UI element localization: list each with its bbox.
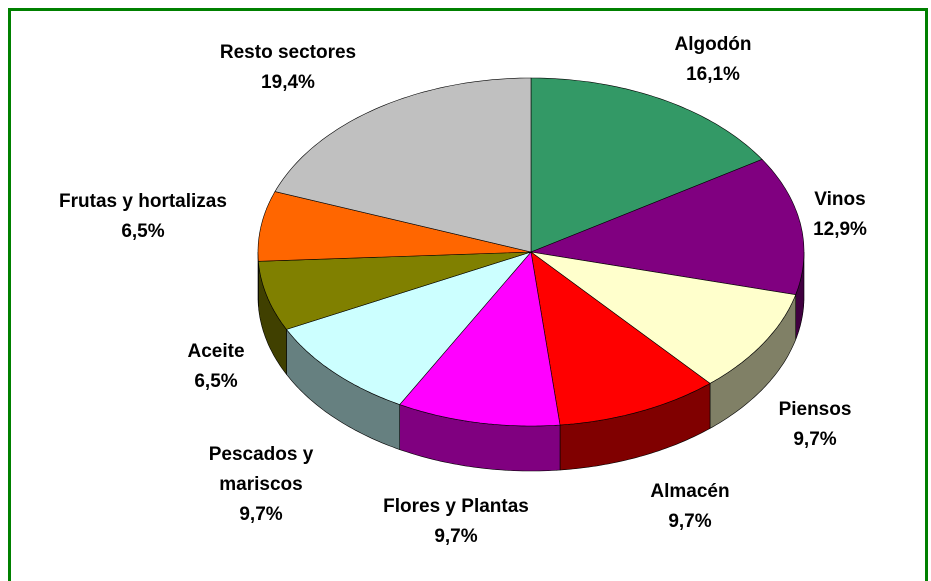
value-label: 9,7% (650, 507, 729, 537)
value-label: 9,7% (186, 500, 336, 530)
chart (0, 0, 931, 565)
category-label: Frutas y hortalizas (59, 187, 227, 217)
category-label: Piensos (779, 395, 852, 425)
category-label: Resto sectores (220, 38, 356, 68)
category-label: Vinos (813, 185, 867, 215)
value-label: 6,5% (59, 217, 227, 247)
value-label: 6,5% (187, 367, 244, 397)
category-label: Algodón (674, 30, 751, 60)
value-label: 16,1% (674, 60, 751, 90)
value-label: 9,7% (383, 522, 529, 552)
category-label: Flores y Plantas (383, 492, 529, 522)
value-label: 19,4% (220, 68, 356, 98)
value-label: 12,9% (813, 215, 867, 245)
category-label: Pescados y mariscos (186, 440, 336, 500)
category-label: Almacén (650, 477, 729, 507)
value-label: 9,7% (779, 425, 852, 455)
category-label: Aceite (187, 337, 244, 367)
